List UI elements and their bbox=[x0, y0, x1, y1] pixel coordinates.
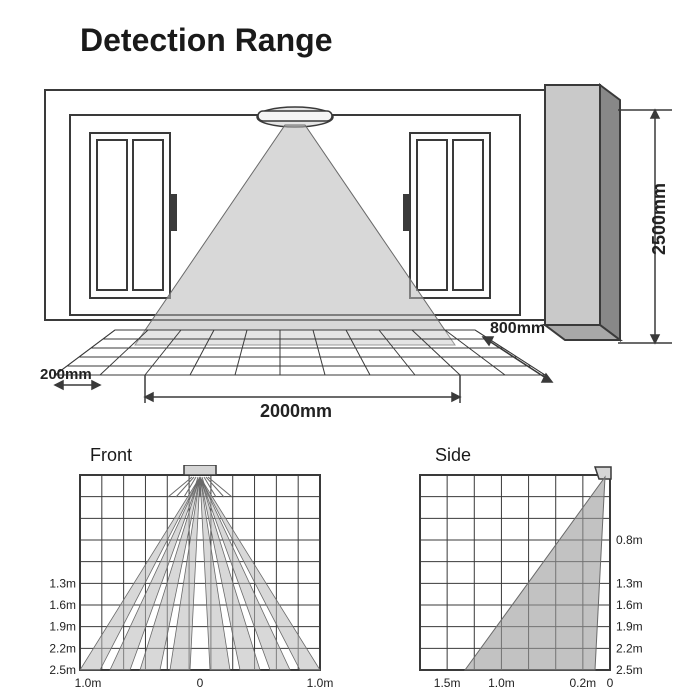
front-xtick-mid: 0 bbox=[197, 676, 204, 690]
front-ytick: 1.3m bbox=[49, 576, 76, 590]
dim-width: 2000mm bbox=[260, 401, 332, 421]
side-ytick: 0.8m bbox=[616, 533, 643, 547]
perspective-diagram: 2000mm 800mm 200mm 2500mm bbox=[0, 55, 700, 425]
sensor-icon bbox=[595, 467, 611, 479]
sensor-icon bbox=[184, 465, 216, 475]
side-xtick: 0 bbox=[607, 676, 614, 690]
side-ytick: 2.2m bbox=[616, 641, 643, 655]
front-ytick: 2.5m bbox=[49, 663, 76, 677]
front-label: Front bbox=[90, 445, 132, 466]
side-beam bbox=[465, 477, 605, 670]
side-ytick: 1.9m bbox=[616, 620, 643, 634]
side-diagram: 0.8m 1.3m 1.6m 1.9m 2.2m 2.5m 1.5m 1.0m 0.2m 0 bbox=[395, 465, 675, 695]
side-xtick: 0.2m bbox=[570, 676, 597, 690]
front-xtick-right: 1.0m bbox=[307, 676, 334, 690]
side-ytick: 1.6m bbox=[616, 598, 643, 612]
side-xtick: 1.5m bbox=[434, 676, 461, 690]
dim-offset: 200mm bbox=[40, 366, 92, 383]
side-ytick: 1.3m bbox=[616, 576, 643, 590]
dim-height: 2500mm bbox=[649, 183, 669, 255]
dim-depth: 800mm bbox=[490, 320, 545, 337]
front-ytick: 2.2m bbox=[49, 641, 76, 655]
side-xtick: 1.0m bbox=[488, 676, 515, 690]
side-ytick: 2.5m bbox=[616, 663, 643, 677]
front-ytick: 1.9m bbox=[49, 620, 76, 634]
floor-grid bbox=[55, 330, 545, 375]
front-xtick-left: 1.0m bbox=[75, 676, 102, 690]
page-title: Detection Range bbox=[80, 22, 332, 59]
sensor-icon bbox=[257, 107, 333, 127]
side-label: Side bbox=[435, 445, 471, 466]
front-ytick: 1.6m bbox=[49, 598, 76, 612]
front-diagram: 1.3m 1.6m 1.9m 2.2m 2.5m 1.0m 0 1.0m bbox=[30, 465, 340, 695]
